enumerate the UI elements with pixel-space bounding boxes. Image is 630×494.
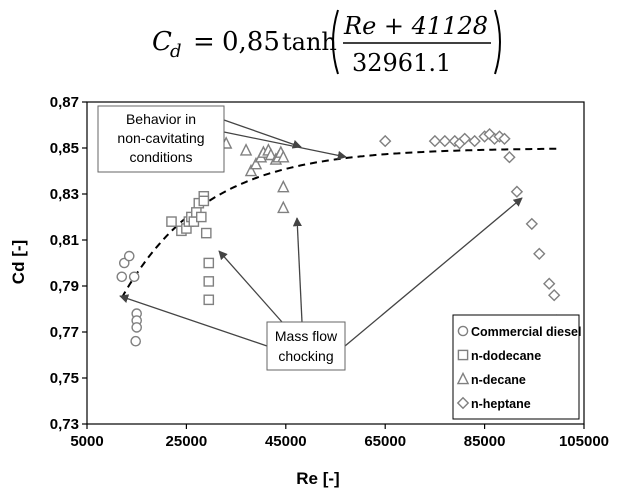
- legend-label: n-decane: [471, 373, 526, 387]
- data-point: [264, 147, 278, 161]
- annotation-box: [266, 321, 346, 371]
- data-point: [533, 247, 546, 260]
- data-point: [203, 294, 215, 306]
- x-tick-label: 65000: [364, 433, 406, 450]
- data-point: [203, 276, 215, 287]
- data-point: [131, 322, 142, 333]
- x-tick-label: 25000: [166, 433, 208, 450]
- data-point: [249, 156, 263, 170]
- formula-equals: =: [193, 27, 215, 57]
- formula-left-paren: [332, 9, 339, 75]
- annotation-arrow: [218, 250, 283, 323]
- annotation-mass-flow: Mass flow chocking: [119, 197, 523, 371]
- data-point: [525, 217, 539, 231]
- data-point: [244, 163, 258, 177]
- y-axis-label: Cd [-]: [9, 240, 28, 284]
- data-point: [200, 227, 212, 239]
- y-tick-label: 0,75: [50, 370, 79, 387]
- data-point: [503, 151, 516, 164]
- data-point: [547, 289, 561, 302]
- formula-func: tanh: [282, 28, 337, 56]
- data-point: [128, 271, 140, 283]
- legend-marker: [457, 349, 469, 361]
- legend-label: n-dodecane: [471, 349, 541, 363]
- data-point: [277, 179, 290, 193]
- data-point: [468, 134, 481, 148]
- annotation-text-line: chocking: [278, 348, 333, 364]
- annotation-box: [97, 105, 225, 173]
- annotation-text-line: Mass flow: [275, 328, 338, 344]
- data-point: [498, 132, 511, 145]
- data-point: [116, 271, 128, 283]
- formula-denominator: 32961.1: [352, 49, 451, 77]
- y-tick-label: 0,81: [50, 232, 79, 249]
- annotation-non-cavitating: Behavior in non-cavitating conditions: [97, 105, 347, 173]
- data-point: [166, 216, 177, 227]
- x-tick-label: 105000: [559, 433, 609, 450]
- legend-marker: [456, 371, 470, 385]
- legend-label: Commercial diesel: [471, 325, 581, 339]
- series-n-heptane: [379, 128, 563, 327]
- legend: Commercial diesel n-dodecane n-decane n-hep…: [452, 314, 581, 420]
- annotation-text-line: conditions: [129, 149, 192, 165]
- series-n-dodecane: [166, 190, 215, 306]
- series-commercial-diesel: [116, 250, 142, 347]
- annotation-text-line: non-cavitating: [117, 130, 204, 146]
- legend-marker: [457, 325, 469, 337]
- series-n-decane: [219, 136, 290, 214]
- formula-coef: 0,85: [222, 27, 280, 57]
- annotation-arrow: [119, 294, 268, 347]
- y-tick-label: 0,73: [50, 416, 79, 433]
- data-point: [458, 132, 471, 145]
- annotation-arrow: [292, 217, 303, 323]
- axis-ticks: 5000 25000 45000 65000 85000 105000 0,73 0,75 0,…: [50, 94, 609, 450]
- x-axis-label: Re [-]: [296, 469, 339, 488]
- data-point: [130, 335, 142, 347]
- legend-marker: [456, 396, 470, 410]
- data-point: [428, 134, 442, 148]
- data-point: [118, 257, 130, 269]
- x-tick-label: 5000: [70, 433, 103, 450]
- formula-numerator: Re + 41128: [343, 12, 488, 40]
- x-tick-label: 85000: [464, 433, 506, 450]
- data-point: [196, 211, 207, 223]
- formula-right-paren: [494, 9, 501, 75]
- data-point: [198, 195, 210, 207]
- legend-box: [452, 314, 580, 420]
- data-point: [277, 150, 290, 163]
- annotation-arrow: [223, 131, 347, 160]
- formula-lhs-var: C: [152, 27, 172, 57]
- formula: C d = 0,85 tanh Re + 41128 32961.1: [152, 9, 501, 77]
- data-points: [116, 128, 563, 347]
- annotation-arrow: [223, 119, 302, 149]
- y-tick-label: 0,87: [50, 94, 79, 111]
- data-point: [438, 134, 452, 148]
- data-point: [510, 185, 524, 198]
- data-point: [379, 134, 392, 148]
- data-point: [203, 257, 215, 269]
- annotation-arrow: [344, 197, 523, 347]
- x-tick-label: 45000: [265, 433, 307, 450]
- legend-label: n-heptane: [471, 397, 531, 411]
- formula-lhs-sub: d: [170, 41, 182, 62]
- data-point: [123, 250, 135, 262]
- y-tick-label: 0,85: [50, 140, 79, 157]
- data-point: [277, 200, 290, 214]
- y-tick-label: 0,77: [50, 324, 79, 341]
- annotations: Behavior in non-cavitating conditions Ma…: [97, 105, 523, 371]
- annotation-text-line: Behavior in: [126, 111, 196, 127]
- y-tick-label: 0,83: [50, 186, 79, 203]
- y-tick-label: 0,79: [50, 278, 79, 295]
- data-point: [543, 277, 556, 290]
- data-point: [239, 143, 253, 156]
